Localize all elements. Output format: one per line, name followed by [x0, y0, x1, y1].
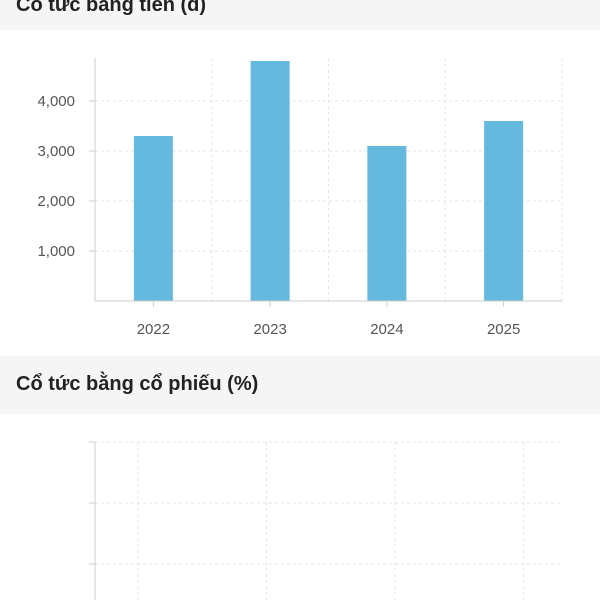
- y-tick-label: 4,000: [37, 93, 75, 110]
- bar-2022: [133, 136, 173, 301]
- x-tick-label: 2024: [370, 321, 403, 338]
- chart-grid: [95, 58, 563, 301]
- bar-series: [133, 61, 524, 301]
- stock-dividend-title: Cổ tức bằng cổ phiếu (%): [16, 373, 259, 395]
- stock-dividend-header: Cổ tức bằng cổ phiếu (%): [0, 356, 600, 414]
- chart-axes: [89, 441, 96, 600]
- y-tick-label: 1,000: [37, 243, 75, 260]
- cash-dividend-title: Cổ tức bằng tiền (đ): [16, 0, 207, 16]
- y-tick-label: 3,000: [37, 143, 75, 160]
- cash-dividend-header: Cổ tức bằng tiền (đ): [0, 0, 600, 30]
- x-tick-label: 2023: [253, 321, 286, 338]
- cash-dividend-chart: 1,000 2,000 3,000 4,000 2022 2023 2024 2025: [37, 58, 563, 338]
- chart-grid: [95, 441, 562, 600]
- x-tick-label: 2025: [487, 321, 520, 338]
- x-tick-label: 2022: [137, 321, 170, 338]
- x-axis-labels: 2022 2023 2024 2025: [137, 301, 520, 338]
- y-axis-labels: 1,000 2,000 3,000 4,000: [37, 93, 95, 260]
- y-tick-label: 2,000: [37, 193, 75, 210]
- bar-2025: [484, 121, 524, 301]
- bar-2023: [250, 61, 290, 301]
- bar-2024: [367, 146, 407, 301]
- chart-axes: [94, 58, 562, 302]
